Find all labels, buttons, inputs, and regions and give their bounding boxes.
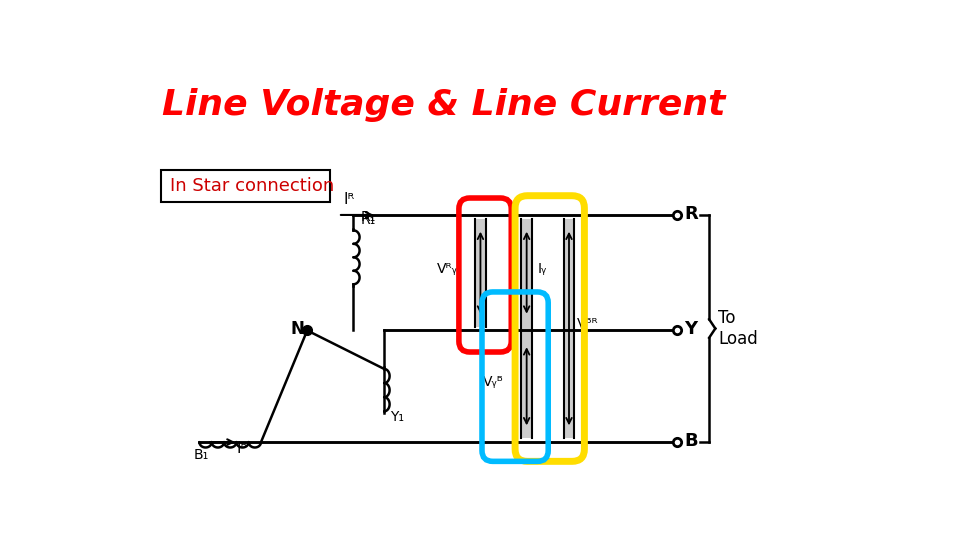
Text: B: B xyxy=(684,432,698,450)
Text: N: N xyxy=(290,320,304,338)
Text: Vᴿᵧ: Vᴿᵧ xyxy=(437,262,457,276)
Text: R₁: R₁ xyxy=(361,213,376,227)
Text: Iᴿ: Iᴿ xyxy=(344,192,355,207)
Text: R₁: R₁ xyxy=(361,210,376,224)
Text: Iᵧ: Iᵧ xyxy=(538,262,546,276)
Bar xyxy=(521,219,532,438)
Text: R: R xyxy=(684,205,698,223)
Text: Vᵧᴮ: Vᵧᴮ xyxy=(483,375,504,389)
Text: Y: Y xyxy=(684,320,698,338)
Text: B₁: B₁ xyxy=(193,448,208,462)
FancyBboxPatch shape xyxy=(161,170,329,202)
Bar xyxy=(475,219,486,327)
Text: To
Load: To Load xyxy=(718,309,758,348)
Text: Vᴮᴿ: Vᴮᴿ xyxy=(577,317,598,331)
Text: Iᴮ: Iᴮ xyxy=(236,441,248,456)
Text: Line Voltage & Line Current: Line Voltage & Line Current xyxy=(162,88,726,122)
Text: Y₁: Y₁ xyxy=(391,409,404,423)
Bar xyxy=(564,219,574,438)
Text: In Star connection: In Star connection xyxy=(170,177,334,195)
